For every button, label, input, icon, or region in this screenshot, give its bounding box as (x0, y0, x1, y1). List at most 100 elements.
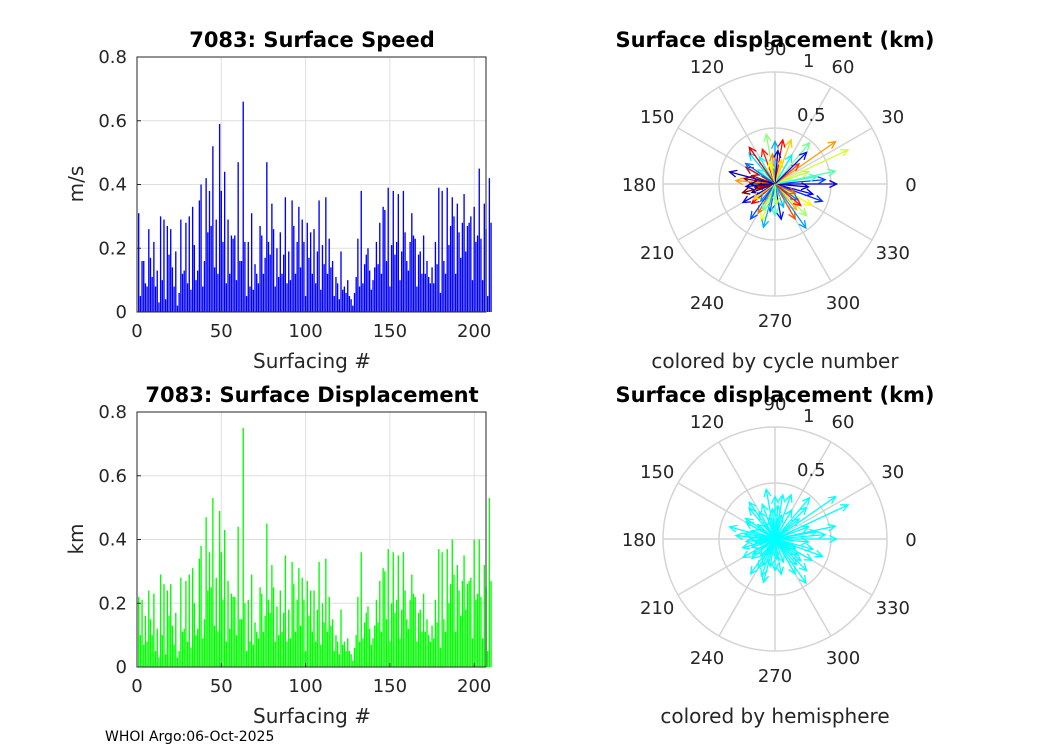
polar-cycle-angle-label: 270 (758, 311, 792, 332)
surface-displacement-bar (286, 641, 288, 667)
surface-speed-bar (374, 267, 376, 312)
surface-speed-ytick-label: 0 (116, 302, 127, 323)
surface-displacement-bar (473, 539, 475, 667)
surface-displacement-bar (340, 609, 342, 667)
surface-speed-bar (372, 280, 374, 312)
surface-displacement-bar (168, 616, 170, 667)
surface-displacement-bar (374, 625, 376, 667)
surface-displacement-bar (421, 631, 423, 667)
surface-speed-bar (328, 238, 330, 312)
surface-speed-title: 7083: Surface Speed (189, 28, 435, 52)
surface-displacement-bar (313, 590, 315, 667)
surface-displacement-bar (422, 593, 425, 667)
surface-speed-bar (419, 251, 421, 312)
surface-speed-bar (176, 305, 179, 312)
surface-displacement-bar (240, 619, 243, 667)
surface-displacement-bar (259, 587, 261, 667)
surface-speed-bar (225, 283, 228, 312)
surface-speed-bar (320, 289, 322, 312)
surface-speed-bar (262, 273, 265, 312)
surface-displacement-bar (409, 600, 411, 667)
surface-displacement-bar (198, 558, 201, 667)
surface-speed-bar (180, 219, 182, 312)
surface-displacement-bar (375, 600, 378, 667)
surface-speed-bar (154, 286, 157, 312)
polar-hemisphere-arrow (774, 538, 802, 562)
surface-speed-bar (395, 241, 398, 312)
polar-hemisphere-chart: 0 30 60 90 120 150 180 210 240 270 300 330 0.5 1 Su… (615, 383, 934, 728)
surface-speed-bar (394, 254, 396, 312)
surface-speed-bar (250, 213, 253, 312)
surface-speed-bar (198, 200, 201, 312)
polar-hemisphere-arrow (774, 538, 785, 564)
surface-displacement-bar (436, 622, 438, 667)
surface-speed-bar (161, 280, 163, 312)
surface-displacement-ytick-label: 0.2 (98, 593, 127, 614)
surface-speed-bar (436, 264, 438, 312)
surface-speed-bar (168, 254, 170, 312)
surface-speed-xtick-label: 150 (373, 321, 407, 342)
surface-displacement-bar (161, 635, 163, 667)
surface-displacement-bar (470, 577, 472, 667)
surface-speed-bar (353, 292, 356, 312)
surface-speed-bar (379, 222, 381, 312)
surface-displacement-bar (141, 600, 143, 667)
surface-speed-bar (296, 241, 298, 312)
surface-displacement-bar (453, 574, 455, 667)
surface-speed-bar (399, 280, 401, 312)
polar-hemisphere-angle-label: 210 (640, 598, 674, 619)
surface-displacement-bar (205, 517, 207, 667)
surface-displacement-bar (159, 574, 162, 667)
polar-hemisphere-arrow (774, 513, 784, 540)
surface-speed-ylabel: m/s (64, 166, 88, 203)
polar-cycle-angle-labels: 0 30 60 90 120 150 180 210 240 270 300 330 (622, 39, 917, 332)
surface-speed-bar (429, 283, 432, 312)
surface-displacement-bar (352, 660, 354, 667)
surface-speed-bar (223, 171, 226, 312)
surface-speed-bar (331, 261, 334, 312)
surface-speed-bar (191, 206, 194, 312)
surface-speed-bar (146, 286, 148, 312)
surface-speed-bar (434, 241, 437, 312)
surface-speed-bar (439, 292, 442, 312)
surface-speed-bar (269, 254, 271, 312)
polar-cycle-arrow (774, 183, 824, 203)
polar-cycle-arrow (751, 183, 776, 201)
surface-speed-bar (212, 146, 214, 312)
surface-speed-bar (266, 162, 268, 312)
surface-displacement-bar (407, 628, 410, 667)
surface-speed-bar (347, 280, 349, 312)
surface-speed-bar (264, 257, 266, 312)
surface-displacement-bar (202, 638, 204, 667)
surface-displacement-bar (419, 609, 421, 667)
polar-cycle-angle-label: 60 (832, 57, 855, 78)
surface-displacement-xtick-label: 0 (131, 676, 142, 697)
surface-speed-bar (446, 187, 448, 312)
surface-speed-bar (244, 241, 246, 312)
polar-hemisphere-angle-label: 90 (764, 394, 787, 415)
polar-cycle-angle-label: 0 (905, 175, 916, 196)
surface-displacement-bar (267, 600, 270, 667)
surface-displacement-bar (181, 631, 184, 667)
surface-speed-bar (197, 270, 199, 312)
surface-speed-bar (454, 273, 457, 312)
surface-displacement-bar (439, 647, 442, 667)
surface-speed-bar (139, 296, 142, 312)
surface-speed-bar (316, 251, 319, 312)
surface-displacement-bar (331, 619, 334, 667)
surface-speed-bar (380, 273, 383, 312)
surface-displacement-bar (372, 638, 374, 667)
surface-speed-bar (392, 190, 394, 312)
polar-hemisphere-arrow (767, 515, 776, 540)
surface-displacement-ytick-label: 0.4 (98, 530, 127, 551)
surface-displacement-bar (487, 651, 489, 667)
surface-displacement-bar (284, 555, 287, 667)
surface-displacement-bar (185, 580, 187, 667)
polar-hemisphere-angle-label: 30 (881, 462, 904, 483)
surface-displacement-bar (186, 641, 189, 667)
surface-displacement-bar (245, 651, 248, 667)
surface-speed-bar (414, 238, 416, 312)
surface-displacement-bar (370, 644, 373, 667)
surface-speed-bar (229, 273, 231, 312)
surface-speed-bar (257, 283, 260, 312)
